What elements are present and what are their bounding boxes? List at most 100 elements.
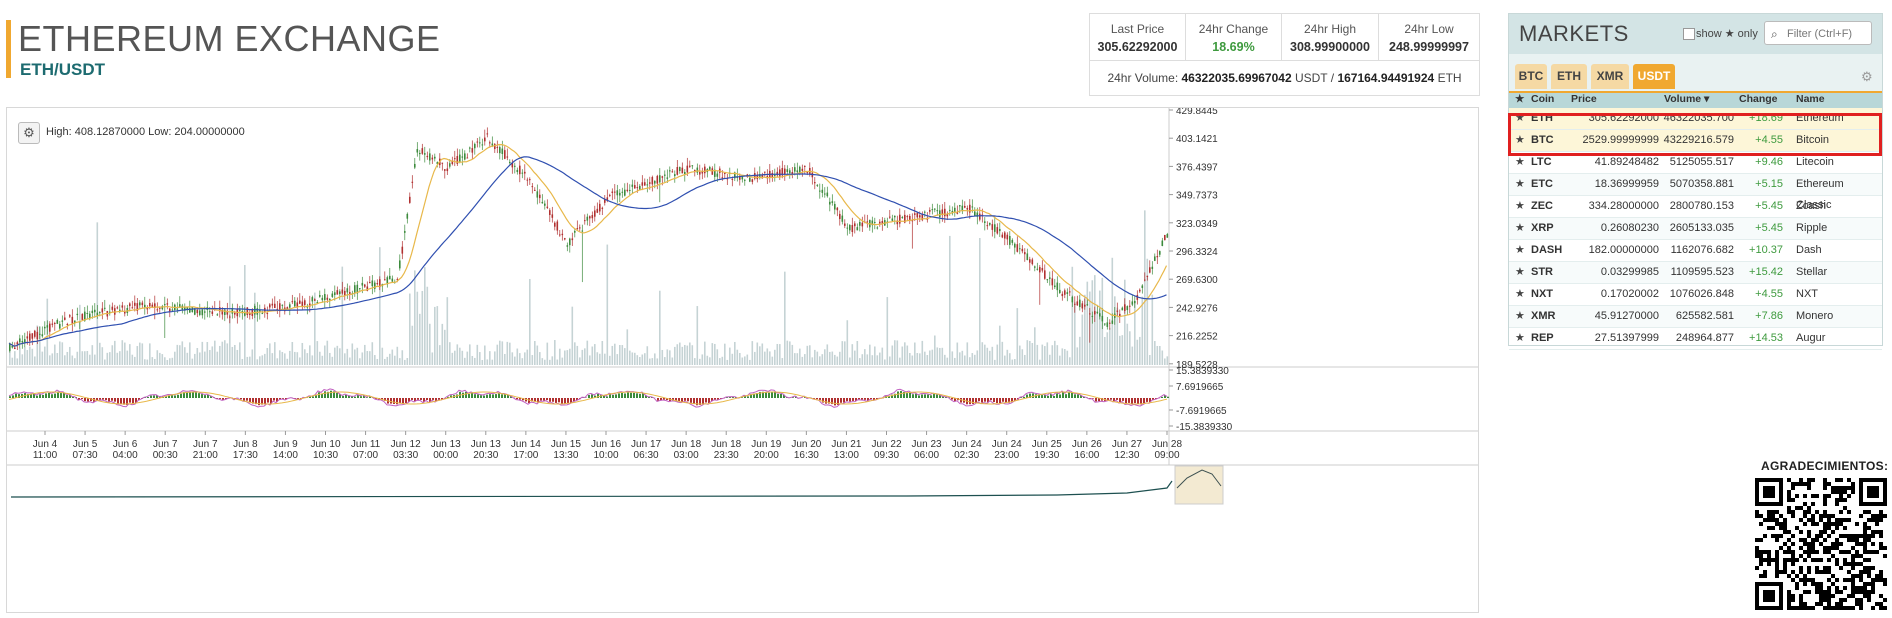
volume-bar [1069, 357, 1071, 365]
tab-eth[interactable]: ETH [1551, 64, 1587, 89]
candlestick-chart[interactable]: 429.8445403.1421376.4397349.7373323.0349… [7, 106, 1478, 612]
col-volume[interactable]: Volume ▾ [1664, 93, 1710, 105]
macd-tick-label: 7.6919665 [1176, 382, 1224, 393]
moving-average-fast-line [8, 143, 1168, 347]
qr-module [1875, 514, 1879, 518]
macd-histogram-bar [570, 398, 572, 403]
col-coin[interactable]: Coin [1531, 93, 1555, 105]
star-icon[interactable]: ★ [1515, 156, 1525, 168]
stat-label: 24hr Low [1404, 22, 1454, 36]
col-price[interactable]: Price [1571, 93, 1597, 105]
market-row-xmr[interactable]: ★ XMR 45.91270000 625582.581 +7.86 Monero [1509, 306, 1882, 328]
volume-bar [971, 353, 974, 365]
candle-body [11, 345, 14, 348]
macd-histogram-bar [717, 398, 719, 400]
candle-body [199, 310, 201, 315]
star-icon[interactable]: ★ [1515, 178, 1525, 190]
volume-bar [234, 344, 236, 365]
candle-body [929, 209, 931, 212]
candle-body [681, 167, 684, 174]
col-star[interactable]: ★ [1515, 93, 1525, 105]
candle-body [1039, 267, 1041, 273]
qr-module [1807, 566, 1811, 570]
show-starred-checkbox[interactable] [1683, 28, 1695, 40]
volume-bar [909, 353, 911, 365]
star-icon[interactable]: ★ [1515, 332, 1525, 344]
market-row-nxt[interactable]: ★ NXT 0.17020002 1076026.848 +4.55 NXT [1509, 284, 1882, 306]
candle-body [654, 180, 656, 184]
macd-histogram-bar [81, 398, 83, 400]
candle-body [376, 283, 379, 285]
qr-module [1835, 562, 1839, 566]
time-tick-date: Jun 27 [1112, 439, 1142, 450]
candle-body [791, 171, 794, 175]
macd-histogram-bar [207, 394, 209, 398]
macd-histogram-bar [993, 398, 995, 403]
qr-module [1815, 534, 1819, 538]
candle-body [986, 225, 989, 227]
volume-bar [1099, 290, 1101, 365]
volume-bar [519, 353, 521, 365]
market-row-btc[interactable]: ★ BTC 2529.99999999 43229216.579 +4.55 Bitcoi… [1509, 130, 1882, 152]
row-change: +14.53 [1749, 332, 1783, 344]
candle-body [464, 153, 466, 160]
star-icon[interactable]: ★ [1515, 112, 1525, 124]
tab-btc[interactable]: BTC [1515, 64, 1547, 89]
star-icon[interactable]: ★ [1515, 200, 1525, 212]
candle-body [359, 288, 361, 290]
tab-xmr[interactable]: XMR [1591, 64, 1629, 89]
qr-module [1863, 550, 1867, 554]
col-change[interactable]: Change [1739, 93, 1778, 105]
candle-body [444, 169, 446, 171]
qr-module [1807, 534, 1811, 538]
macd-histogram-bar [60, 393, 62, 398]
macd-histogram-bar [315, 395, 317, 398]
volume-bar [484, 345, 486, 365]
star-icon[interactable]: ★ [1515, 222, 1525, 234]
qr-module [1763, 550, 1767, 554]
market-row-zec[interactable]: ★ ZEC 334.28000000 2800780.153 +5.45 Zcash [1509, 196, 1882, 218]
candle-body [991, 224, 994, 230]
market-row-rep[interactable]: ★ REP 27.51397999 248964.877 +14.53 Augur [1509, 328, 1882, 350]
candle-body [651, 177, 654, 185]
candle-body [374, 282, 376, 289]
candle-body [159, 307, 161, 309]
row-price: 45.91270000 [1594, 310, 1659, 322]
candle-body [399, 260, 401, 269]
market-row-etc[interactable]: ★ ETC 18.36999959 5070358.881 +5.15 Ethereum … [1509, 174, 1882, 211]
star-icon[interactable]: ★ [1515, 244, 1525, 256]
candle-body [624, 189, 626, 196]
market-row-str[interactable]: ★ STR 0.03299985 1109595.523 +15.42 Stellar [1509, 262, 1882, 284]
volume-bar [634, 352, 636, 365]
macd-histogram-bar [663, 398, 665, 400]
volume-bar [1119, 335, 1121, 365]
star-icon[interactable]: ★ [1515, 288, 1525, 300]
volume-bar [1079, 336, 1081, 365]
star-icon[interactable]: ★ [1515, 134, 1525, 146]
markets-settings-gear-icon[interactable]: ⚙ [1861, 69, 1873, 84]
volume-bar [39, 326, 41, 365]
macd-histogram-bar [63, 393, 65, 398]
price-chart-panel[interactable]: 429.8445 403.1421 376.4397 349.7373 323.0349… [6, 106, 1479, 613]
time-tick-time: 06:00 [914, 450, 939, 461]
market-row-xrp[interactable]: ★ XRP 0.26080230 2605133.035 +5.45 Ripple [1509, 218, 1882, 240]
candle-body [626, 189, 629, 192]
macd-histogram-bar [726, 397, 728, 398]
star-icon[interactable]: ★ [1515, 310, 1525, 322]
qr-module [1851, 578, 1855, 582]
volume-bar [1036, 344, 1039, 365]
candle-body [171, 309, 174, 311]
candle-body [1161, 240, 1164, 246]
tab-usdt[interactable]: USDT [1633, 64, 1675, 89]
qr-module [1831, 490, 1835, 494]
chart-settings-gear-icon[interactable]: ⚙ [18, 122, 40, 144]
star-icon[interactable]: ★ [1515, 266, 1525, 278]
markets-filter-input[interactable]: ⌕ Filter (Ctrl+F) [1764, 21, 1872, 45]
candle-body [421, 148, 424, 154]
market-row-ltc[interactable]: ★ LTC 41.89248482 5125055.517 +9.46 Litecoin [1509, 152, 1882, 174]
qr-module [1851, 606, 1855, 610]
candle-body [914, 213, 916, 215]
macd-histogram-bar [774, 391, 776, 398]
market-row-dash[interactable]: ★ DASH 182.00000000 1162076.682 +10.37 Dash [1509, 240, 1882, 262]
col-name[interactable]: Name [1796, 93, 1825, 105]
